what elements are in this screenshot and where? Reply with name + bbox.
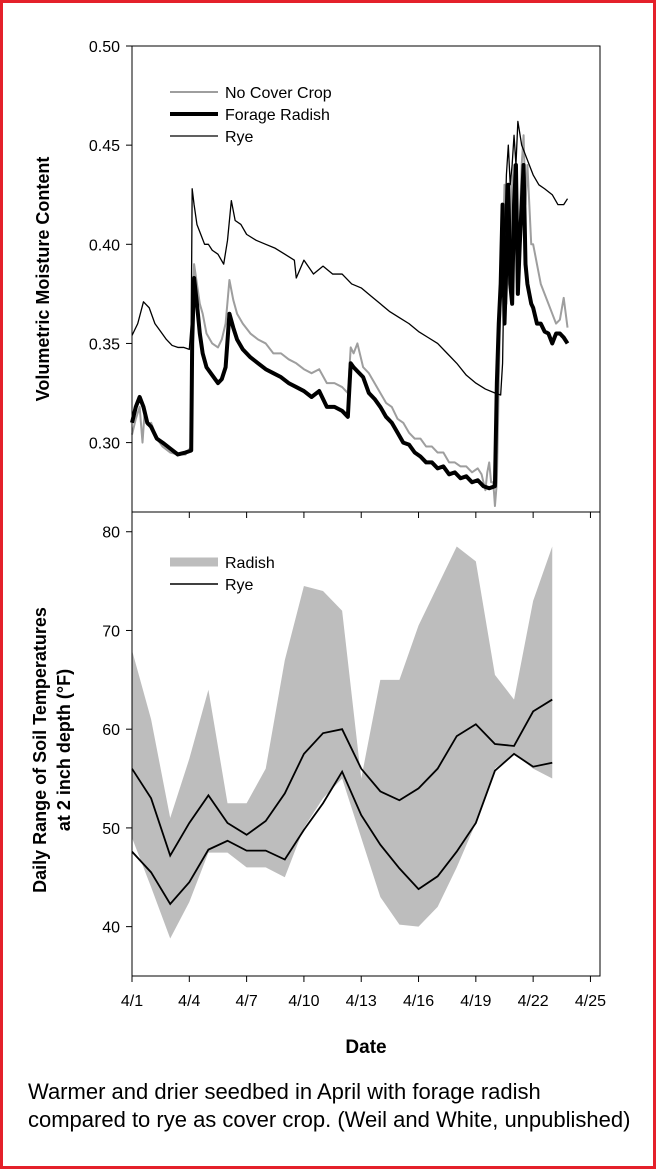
bottom-y-axis-label-line2: at 2 inch depth (°F) (54, 669, 74, 831)
x-tick-label: 4/7 (235, 993, 257, 1010)
top-legend-label: Rye (225, 129, 254, 146)
x-tick-label: 4/4 (178, 993, 200, 1010)
top-legend-label: No Cover Crop (225, 85, 332, 102)
bottom-y-tick-label: 60 (102, 722, 120, 739)
x-tick-label: 4/16 (403, 993, 434, 1010)
top-y-tick-label: 0.45 (89, 138, 120, 155)
top-y-tick-label: 0.30 (89, 436, 120, 453)
x-axis-label: Date (345, 1037, 386, 1058)
x-tick-label: 4/1 (121, 993, 143, 1010)
bottom-plot-frame (131, 511, 601, 977)
rye-max-line (131, 698, 553, 858)
x-tick-label: 4/25 (575, 993, 606, 1010)
top-y-axis-label: Volumetric Moisture Content (33, 157, 53, 402)
bottom-legend-label: Rye (225, 577, 254, 594)
x-tick-label: 4/13 (346, 993, 377, 1010)
radish-temperature-band (132, 546, 553, 939)
top-y-tick-label: 0.35 (89, 336, 120, 353)
top-y-tick-label: 0.50 (89, 39, 120, 56)
bottom-y-tick-label: 70 (102, 623, 120, 640)
top-legend-label: Forage Radish (225, 107, 330, 124)
bottom-legend-label: Radish (225, 555, 275, 572)
bottom-y-tick-label: 50 (102, 821, 120, 838)
top-y-tick-label: 0.40 (89, 237, 120, 254)
figure-caption: Warmer and drier seedbed in April with f… (28, 1079, 631, 1132)
moisture-line-rye (131, 120, 569, 396)
x-tick-label: 4/10 (288, 993, 319, 1010)
x-tick-label: 4/22 (518, 993, 549, 1010)
bottom-y-tick-label: 40 (102, 920, 120, 937)
bottom-y-axis-label-line1: Daily Range of Soil Temperatures (30, 607, 50, 893)
rye-min-line (131, 752, 553, 906)
bottom-y-tick-label: 80 (102, 525, 120, 542)
moisture-line-forage-radish (130, 162, 570, 491)
x-tick-label: 4/19 (460, 993, 491, 1010)
